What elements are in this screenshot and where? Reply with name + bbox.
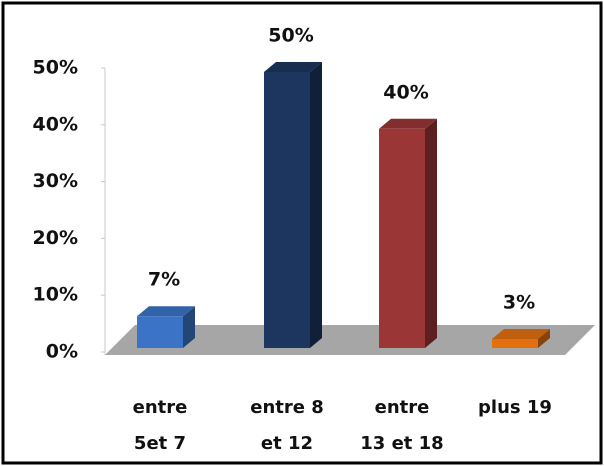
bar-face [538, 328, 550, 348]
x-tick-label: entre 13 et 18 [360, 397, 444, 454]
bar-face [425, 118, 437, 348]
y-tick-label: 20% [33, 227, 78, 249]
bar-face [137, 316, 183, 348]
y-tick-label: 40% [33, 113, 78, 135]
value-label: 40% [383, 81, 428, 103]
bar-face [492, 328, 550, 339]
value-label: 7% [148, 269, 180, 291]
bar-face [137, 306, 195, 317]
bar [492, 328, 550, 348]
bar-face [183, 306, 195, 348]
x-tick-label: entre 8 et 12 [250, 397, 324, 454]
bar-face [264, 62, 322, 72]
y-tick-label: 10% [33, 284, 78, 306]
bar-face [310, 62, 322, 348]
bar-face [492, 338, 538, 348]
floor [105, 325, 595, 355]
y-tick-label: 50% [33, 57, 78, 79]
bar-face [379, 128, 425, 348]
y-tick-label: 0% [46, 341, 78, 363]
value-label: 50% [268, 25, 313, 47]
bar [137, 306, 195, 348]
x-tick-label: plus 19 [478, 397, 552, 418]
bar [379, 118, 437, 348]
y-tick-label: 30% [33, 170, 78, 192]
bar-face [264, 72, 310, 348]
bar [264, 62, 322, 348]
value-label: 3% [503, 291, 535, 313]
x-tick-label: entre 5et 7 [132, 397, 188, 454]
bar-face [379, 118, 437, 129]
